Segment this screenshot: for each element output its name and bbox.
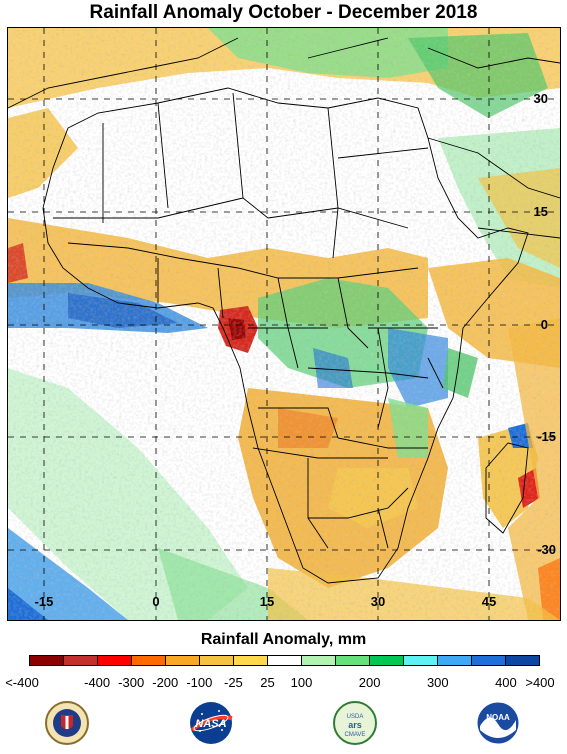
usda-text: USDA bbox=[347, 714, 364, 720]
legend-colorbar bbox=[29, 655, 540, 666]
legend-swatch bbox=[166, 656, 200, 665]
lon-label: 45 bbox=[482, 594, 496, 609]
logo-row: NASA USDA ars CMAVE NOAA bbox=[0, 700, 567, 750]
legend-title: Rainfall Anomaly, mm bbox=[200, 631, 367, 648]
legend-label: 400 bbox=[495, 675, 517, 690]
lon-label: 30 bbox=[371, 594, 385, 609]
legend-label: -300 bbox=[118, 675, 145, 690]
dha-seal-icon bbox=[44, 700, 90, 746]
lon-label: -15 bbox=[35, 594, 54, 609]
legend-label: 300 bbox=[426, 675, 449, 690]
nasa-meatball-icon: NASA bbox=[188, 700, 234, 746]
legend-label: 200 bbox=[358, 675, 381, 690]
noaa-text: NOAA bbox=[486, 713, 510, 722]
legend-swatch bbox=[506, 656, 539, 665]
country-borders bbox=[8, 37, 560, 584]
legend-swatch bbox=[370, 656, 404, 665]
usda-cmave-icon: USDA ars CMAVE bbox=[332, 700, 378, 746]
map-title: Rainfall Anomaly October - December 2018 bbox=[89, 2, 478, 23]
legend-swatch bbox=[30, 656, 64, 665]
legend-swatch bbox=[268, 656, 302, 665]
lat-label: 30 bbox=[534, 91, 548, 106]
svg-text:ars: ars bbox=[348, 720, 362, 730]
legend-label: -200 bbox=[152, 675, 179, 690]
legend-swatch bbox=[200, 656, 234, 665]
legend-labels: <-400 -400 -300 -200 -100 -25 25 100 200 300 400 >4… bbox=[0, 675, 567, 691]
rainfall-anomaly-map: -15 0 15 30 45 30 15 0 -15 -30 bbox=[7, 27, 561, 621]
legend-swatch bbox=[336, 656, 370, 665]
legend-label: -100 bbox=[186, 675, 213, 690]
legend-label: <-400 bbox=[5, 675, 39, 690]
legend-label: 100 bbox=[290, 675, 313, 690]
legend-label: -400 bbox=[84, 675, 111, 690]
grid-labels: -15 0 15 30 45 30 15 0 -15 -30 bbox=[35, 91, 556, 609]
legend-label: 25 bbox=[260, 675, 275, 690]
legend-swatch bbox=[472, 656, 506, 665]
lat-label: -15 bbox=[537, 429, 556, 444]
map-canvas: -15 0 15 30 45 30 15 0 -15 -30 bbox=[8, 28, 560, 620]
svg-text:NASA: NASA bbox=[195, 718, 226, 730]
lat-label: 15 bbox=[534, 204, 548, 219]
noaa-icon: NOAA bbox=[475, 700, 521, 746]
legend-swatch bbox=[302, 656, 336, 665]
lon-label: 0 bbox=[152, 594, 159, 609]
legend-label: -25 bbox=[223, 675, 243, 690]
lat-label: -30 bbox=[537, 542, 556, 557]
legend-swatch bbox=[234, 656, 268, 665]
legend-swatch bbox=[64, 656, 98, 665]
lat-label: 0 bbox=[541, 317, 548, 332]
lon-label: 15 bbox=[260, 594, 274, 609]
graticule bbox=[8, 28, 560, 620]
legend-swatch bbox=[98, 656, 132, 665]
legend-swatch bbox=[438, 656, 472, 665]
legend-swatch bbox=[132, 656, 166, 665]
legend-swatch bbox=[404, 656, 438, 665]
cmave-text: CMAVE bbox=[345, 732, 366, 738]
legend-label: >400 bbox=[525, 675, 555, 690]
anomaly-patches bbox=[8, 28, 560, 620]
